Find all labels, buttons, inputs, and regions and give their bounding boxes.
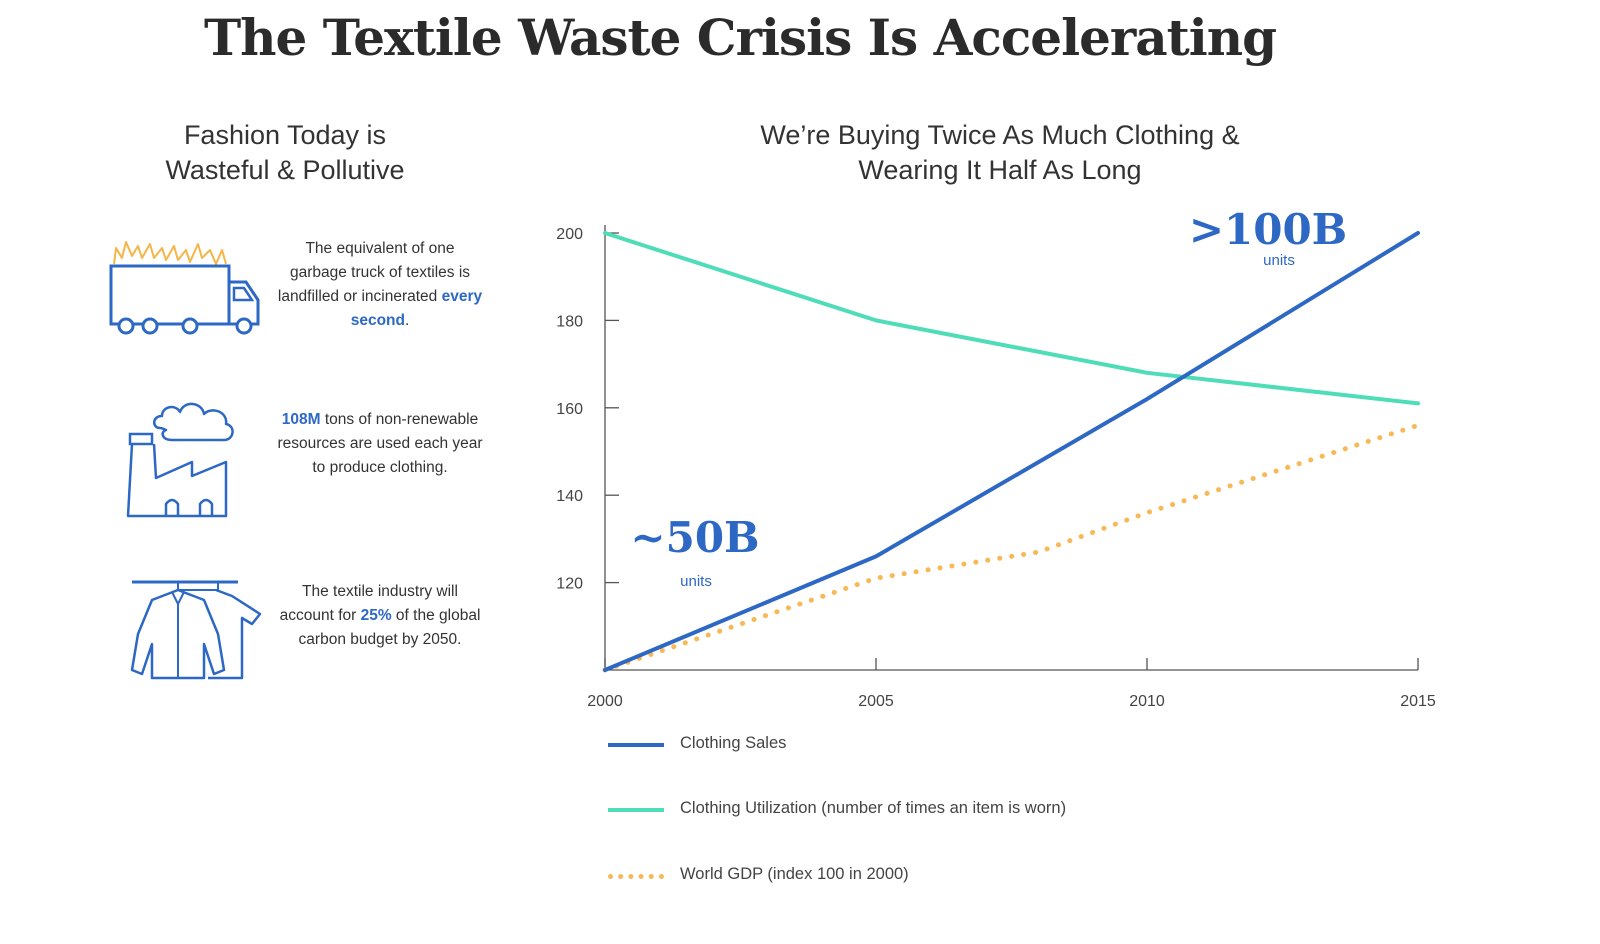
y-tick-label: 160 <box>556 401 583 418</box>
fact-clothing-text: The textile industry will account for 25… <box>279 583 481 648</box>
factory-smoke-icon <box>126 402 234 518</box>
end-value-annotation: >100B <box>1189 205 1347 254</box>
legend-item-world-gdp: World GDP (index 100 in 2000) <box>608 861 1168 891</box>
legend-label-utilization: Clothing Utilization (number of times an… <box>680 799 1067 817</box>
series-clothing-sales-line <box>603 231 1420 672</box>
legend-swatch-utilization <box>608 808 664 812</box>
chart-heading: We’re Buying Twice As Much Clothing & We… <box>700 118 1300 188</box>
fact-truck-text: The equivalent of one garbage truck of t… <box>277 240 483 329</box>
x-tick-label: 2000 <box>587 693 623 710</box>
legend-label-gdp: World GDP (index 100 in 2000) <box>680 865 909 883</box>
left-panel-heading: Fashion Today is Wasteful & Pollutive <box>110 118 460 188</box>
end-unit-annotation: units <box>1263 252 1295 269</box>
x-tick-label: 2015 <box>1400 693 1436 710</box>
page-title: The Textile Waste Crisis Is Accelerating <box>203 8 1277 67</box>
legend-item-clothing-utilization: Clothing Utilization (number of times an… <box>608 795 1168 825</box>
x-tick-label: 2005 <box>858 693 894 710</box>
clothes-rack-icon <box>130 580 262 680</box>
x-tick-label: 2010 <box>1129 693 1165 710</box>
chart-heading-line2: Wearing It Half As Long <box>858 155 1142 185</box>
burning-truck-icon <box>109 241 260 335</box>
y-tick-label: 120 <box>556 576 583 593</box>
fact-clothing-highlight: 25% <box>360 607 392 624</box>
fact-factory-text: 108M tons of non-renewable resources are… <box>277 411 483 476</box>
start-unit-annotation: units <box>680 573 712 590</box>
y-tick-label: 200 <box>556 226 583 243</box>
legend-label-sales: Clothing Sales <box>680 734 787 752</box>
fact-factory-highlight: 108M <box>281 411 321 428</box>
fact-truck-highlight: every second <box>350 288 483 329</box>
legend-swatch-sales <box>608 743 664 747</box>
left-heading-line1: Fashion Today is <box>183 120 387 150</box>
left-heading-line2: Wasteful & Pollutive <box>165 155 405 185</box>
legend-item-clothing-sales: Clothing Sales <box>608 730 1168 760</box>
legend-swatch-gdp <box>608 874 664 879</box>
y-tick-label: 140 <box>556 488 583 505</box>
start-value-annotation: ~50B <box>630 513 759 562</box>
y-tick-label: 180 <box>556 313 583 330</box>
chart-heading-line1: We’re Buying Twice As Much Clothing & <box>760 120 1240 150</box>
series-clothing-utilization-line <box>603 231 1420 406</box>
